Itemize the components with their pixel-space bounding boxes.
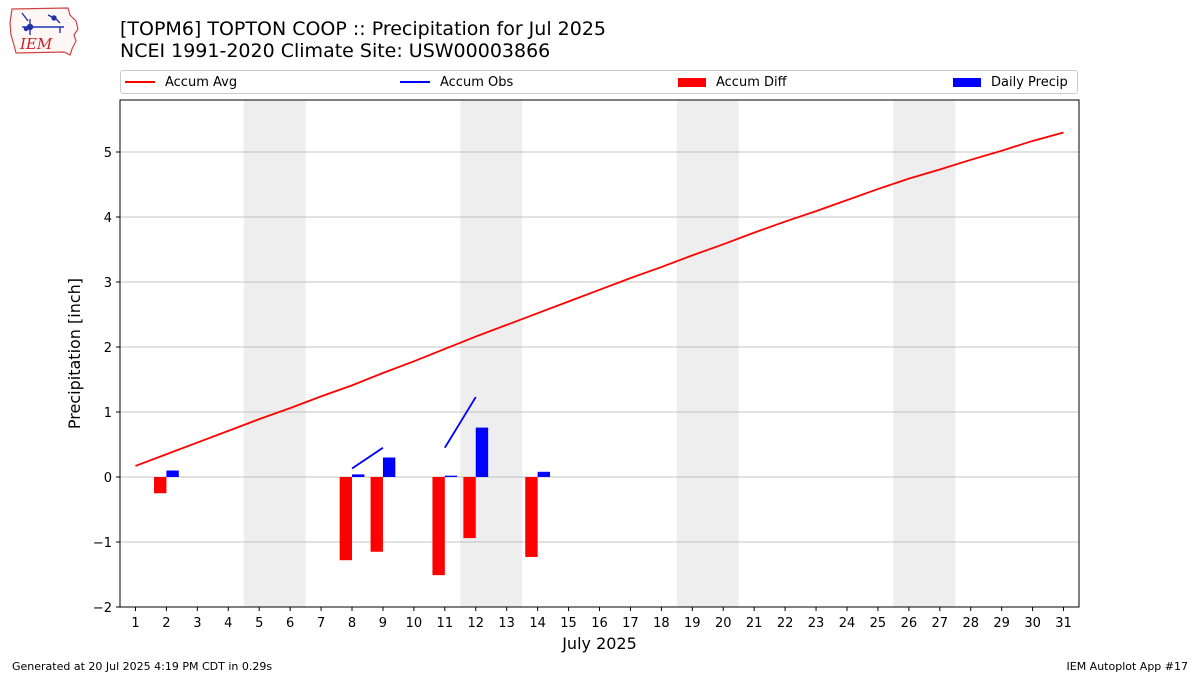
legend-swatch-daily-precip: [953, 77, 981, 87]
x-tick-label: 19: [684, 616, 701, 631]
y-tick-label: 1: [104, 406, 112, 421]
accum-diff-bar: [370, 477, 383, 552]
x-tick-label: 20: [715, 616, 732, 631]
weekend-shade: [243, 100, 306, 607]
x-tick-label: 28: [962, 616, 979, 631]
legend-label: Accum Avg: [165, 74, 238, 90]
y-tick-label: 0: [104, 471, 112, 486]
x-tick-label: 9: [379, 616, 387, 631]
legend-label: Daily Precip: [991, 74, 1068, 90]
x-tick-label: 6: [286, 616, 294, 631]
x-tick-label: 13: [498, 616, 515, 631]
x-tick-label: 21: [746, 616, 763, 631]
y-axis-label: Precipitation [inch]: [65, 278, 84, 429]
weekend-shade: [893, 100, 956, 607]
x-tick-label: 15: [560, 616, 577, 631]
daily-precip-bar: [166, 470, 179, 477]
accum-avg-line: [135, 131, 1064, 467]
x-tick-label: 29: [993, 616, 1010, 631]
x-tick-label: 23: [808, 616, 825, 631]
legend-swatch-accum-avg: [125, 81, 155, 83]
y-tick-label: −1: [93, 536, 112, 551]
legend-label: Accum Diff: [716, 74, 787, 90]
weekend-shade: [460, 100, 523, 607]
daily-precip-bar: [537, 471, 551, 477]
daily-precip-bar: [382, 457, 396, 477]
x-tick-label: 2: [162, 616, 170, 631]
y-tick-label: 2: [104, 341, 112, 356]
legend-label: Accum Obs: [440, 74, 514, 90]
chart-legend: Accum Avg Accum Obs Accum Diff Daily Pre…: [120, 70, 1078, 94]
accum-obs-line: [444, 396, 477, 449]
y-tick-label: −2: [93, 601, 112, 616]
plot-frame: [119, 99, 1080, 608]
legend-item-accum-avg: Accum Avg: [125, 71, 237, 93]
iem-logo: IEM: [9, 7, 79, 56]
daily-precip-bar: [352, 474, 365, 477]
x-tick-label: 18: [653, 616, 670, 631]
accum-diff-bar: [339, 477, 353, 561]
weather-station-icon: [21, 12, 64, 35]
weekend-shade: [676, 100, 739, 607]
accum-diff-bar: [525, 477, 538, 557]
x-tick-label: 22: [777, 616, 794, 631]
legend-swatch-accum-obs: [400, 81, 430, 83]
x-tick-label: 12: [467, 616, 484, 631]
accum-diff-bar: [432, 477, 445, 576]
y-tick-label: 3: [104, 276, 112, 291]
x-axis-label: July 2025: [561, 634, 637, 653]
accum-diff-bar: [154, 477, 167, 494]
chart-title: [TOPM6] TOPTON COOP :: Precipitation for…: [120, 18, 606, 40]
app-credit: IEM Autoplot App #17: [1066, 660, 1189, 673]
x-tick-label: 4: [224, 616, 232, 631]
x-tick-label: 10: [406, 616, 423, 631]
x-tick-label: 30: [1024, 616, 1041, 631]
x-tick-label: 8: [348, 616, 356, 631]
daily-precip-bar: [475, 427, 489, 477]
y-tick-label: 5: [104, 146, 112, 161]
x-tick-label: 3: [193, 616, 201, 631]
x-tick-label: 24: [839, 616, 856, 631]
y-tick-label: 4: [104, 211, 112, 226]
x-tick-label: 26: [901, 616, 918, 631]
x-tick-label: 25: [870, 616, 887, 631]
chart-subtitle: NCEI 1991-2020 Climate Site: USW00003866: [120, 40, 551, 62]
x-tick-label: 27: [932, 616, 949, 631]
generated-timestamp: Generated at 20 Jul 2025 4:19 PM CDT in …: [12, 660, 273, 673]
x-tick-label: 5: [255, 616, 263, 631]
legend-swatch-accum-diff: [678, 77, 706, 87]
x-tick-label: 7: [317, 616, 325, 631]
legend-item-accum-obs: Accum Obs: [400, 71, 513, 93]
accum-obs-line: [351, 447, 384, 470]
legend-item-daily-precip: Daily Precip: [953, 71, 1068, 93]
accum-diff-bar: [463, 477, 476, 539]
daily-precip-bar: [444, 475, 458, 477]
x-tick-label: 11: [437, 616, 454, 631]
x-tick-label: 31: [1055, 616, 1072, 631]
x-tick-label: 17: [622, 616, 639, 631]
logo-text: IEM: [19, 35, 53, 53]
x-tick-label: 16: [591, 616, 608, 631]
x-tick-label: 1: [131, 616, 139, 631]
legend-item-accum-diff: Accum Diff: [678, 71, 787, 93]
x-tick-label: 14: [529, 616, 546, 631]
